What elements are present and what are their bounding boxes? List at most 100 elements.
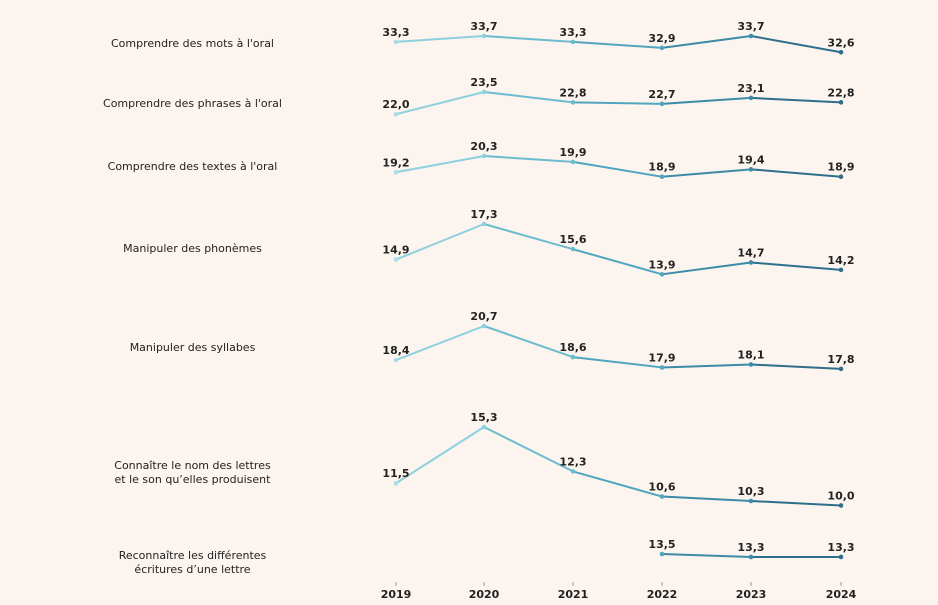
point: [393, 39, 399, 45]
value-label: 22,8: [827, 86, 854, 99]
x-tick-label: 2024: [826, 588, 857, 601]
line-segment: [483, 35, 574, 43]
point: [570, 354, 576, 360]
line-segment: [661, 168, 752, 178]
line-segment: [572, 101, 663, 105]
line-segment: [395, 35, 485, 43]
point: [481, 153, 487, 159]
value-label: 33,7: [470, 20, 497, 33]
point: [838, 366, 844, 372]
value-label: 23,5: [470, 76, 497, 89]
point: [659, 551, 665, 557]
point: [748, 260, 754, 265]
line-segment: [572, 40, 663, 49]
line-segment: [395, 223, 485, 261]
line-segment: [750, 168, 842, 178]
point: [748, 95, 754, 101]
value-label: 18,6: [559, 341, 586, 354]
line-segment: [572, 356, 663, 369]
point: [838, 100, 844, 105]
point: [659, 174, 665, 180]
point: [570, 39, 576, 45]
value-label: 19,2: [382, 156, 409, 169]
line-segment: [572, 470, 663, 498]
point: [393, 357, 399, 363]
value-label: 18,9: [827, 161, 854, 174]
line-segment: [661, 363, 752, 369]
value-label: 18,1: [737, 348, 764, 361]
value-label: 13,3: [737, 541, 764, 554]
value-label: 19,9: [559, 146, 586, 159]
point: [838, 174, 844, 180]
x-tick-label: 2021: [558, 588, 589, 601]
row-label: Manipuler des phonèmes: [123, 242, 262, 255]
value-label: 13,3: [827, 541, 854, 554]
line-segment: [750, 96, 842, 104]
line-segment: [661, 495, 752, 502]
line-segment: [750, 261, 842, 271]
line-segment: [395, 91, 485, 116]
point: [748, 362, 754, 367]
line-segment: [572, 160, 663, 178]
value-label: 18,4: [382, 344, 409, 357]
value-label: 22,8: [559, 86, 586, 99]
line-segment: [483, 91, 574, 104]
value-label: 23,1: [737, 82, 764, 95]
value-label: 13,5: [648, 538, 675, 551]
value-label: 32,6: [827, 36, 854, 49]
point: [659, 494, 665, 499]
line-segment: [750, 500, 842, 507]
value-label: 17,9: [648, 351, 675, 364]
value-label: 33,3: [559, 26, 586, 39]
row-label: Comprendre des textes à l'oral: [107, 160, 278, 173]
value-label: 17,8: [827, 353, 854, 366]
value-label: 12,3: [559, 455, 586, 468]
point: [838, 503, 844, 508]
line-segment: [395, 426, 485, 485]
line-segment: [661, 553, 752, 558]
value-label: 20,3: [470, 140, 497, 153]
row-label: Connaître le nom des lettres et le son q…: [114, 459, 271, 486]
point: [659, 101, 665, 107]
value-label: 14,2: [827, 254, 854, 267]
value-label: 11,5: [382, 467, 409, 480]
value-label: 20,7: [470, 310, 497, 323]
value-label: 14,9: [382, 244, 409, 257]
value-label: 33,3: [382, 26, 409, 39]
line-segment: [395, 325, 485, 361]
point: [748, 33, 754, 39]
point: [481, 89, 487, 95]
line-segment: [750, 35, 842, 54]
line-segment: [661, 96, 752, 105]
point: [481, 323, 487, 329]
x-tick-label: 2019: [381, 588, 412, 601]
line-segment: [661, 261, 752, 276]
row-label: Reconnaître les différentes écritures d’…: [118, 549, 267, 576]
value-label: 14,7: [737, 246, 764, 259]
value-label: 15,6: [559, 233, 586, 246]
line-segment: [483, 426, 574, 473]
value-label: 10,3: [737, 485, 764, 498]
point: [570, 469, 576, 474]
x-tick-label: 2020: [469, 588, 500, 601]
value-label: 33,7: [737, 20, 764, 33]
point: [748, 167, 754, 172]
line-segment: [750, 363, 842, 370]
point: [838, 49, 844, 55]
point: [393, 257, 399, 262]
value-label: 17,3: [470, 208, 497, 221]
x-tick-label: 2023: [736, 588, 767, 601]
value-label: 32,9: [648, 32, 675, 45]
value-label: 19,4: [737, 153, 764, 166]
x-tick-label: 2022: [647, 588, 678, 601]
value-label: 22,7: [648, 88, 675, 101]
value-label: 13,9: [648, 258, 675, 271]
value-label: 10,6: [648, 481, 675, 494]
point: [393, 169, 399, 175]
line-segment: [661, 35, 752, 49]
point: [570, 159, 576, 165]
point: [748, 554, 754, 560]
row-label: Manipuler des syllabes: [129, 341, 256, 354]
point: [838, 267, 844, 273]
